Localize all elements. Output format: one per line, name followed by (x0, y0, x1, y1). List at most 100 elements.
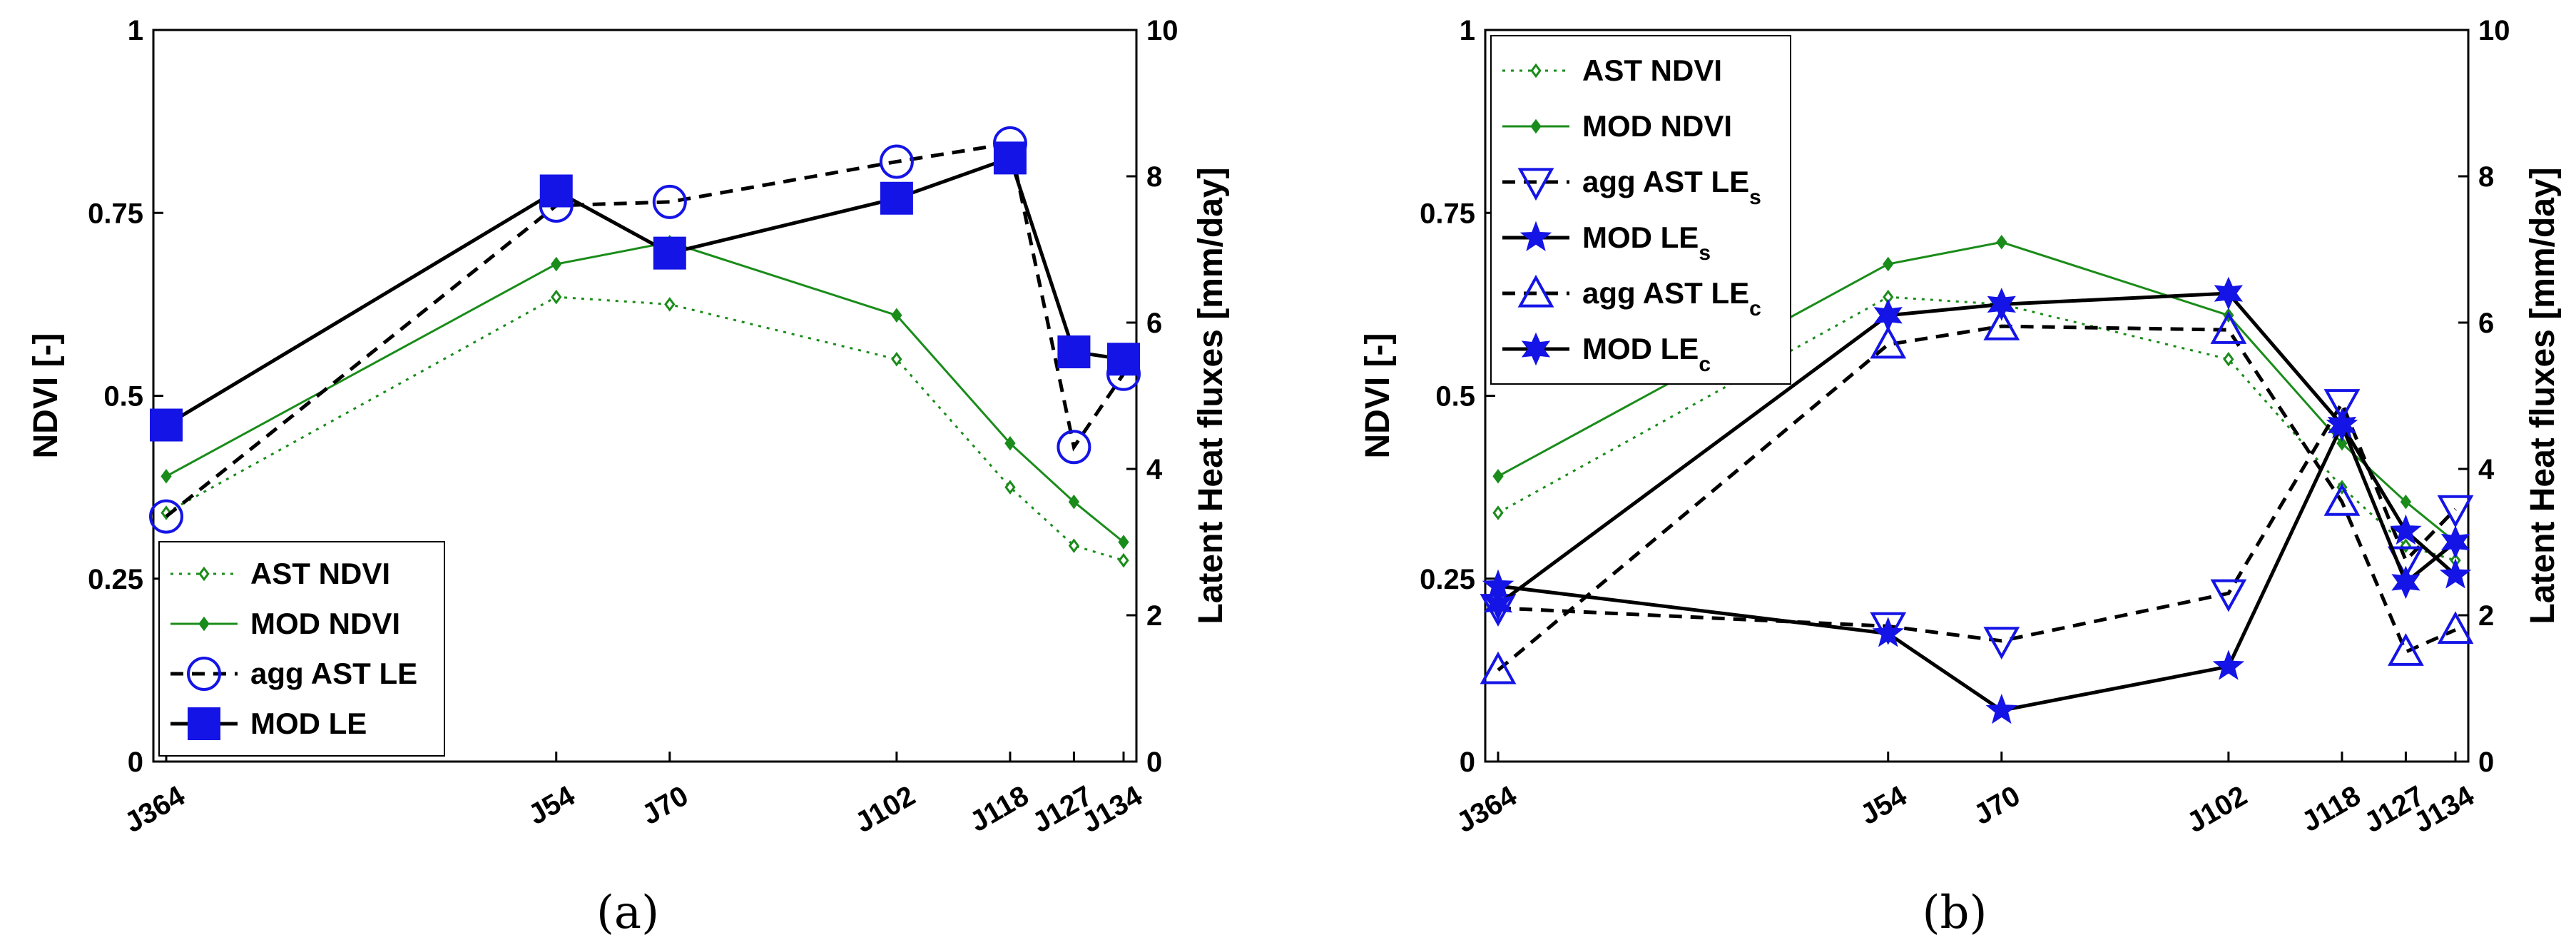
legend-marker (1517, 168, 1554, 201)
legend-label: MOD LEs (1582, 221, 1711, 265)
y-axis-label-left: NDVI [-] (27, 333, 65, 459)
data-point (1483, 587, 1513, 621)
legend-marker (198, 616, 210, 632)
legend-marker (1521, 332, 1551, 366)
legend-marker (1530, 63, 1542, 79)
data-point (2437, 611, 2474, 645)
data-point (1068, 538, 1080, 553)
data-point (2437, 495, 2474, 528)
legend-label: MOD NDVI (1582, 109, 1732, 143)
y-tick-label-left: 0 (128, 747, 143, 778)
data-point (2214, 276, 2243, 310)
data-point (993, 141, 1027, 175)
panel-caption: (b) (1923, 886, 1987, 939)
data-point (2439, 558, 2472, 589)
data-point (2323, 389, 2361, 422)
data-point (2388, 633, 2424, 666)
series-3 (150, 141, 1140, 442)
data-point (891, 352, 902, 367)
data-point (1057, 335, 1091, 368)
legend-marker (1519, 221, 1552, 251)
data-point (891, 308, 902, 323)
y-tick-label-right: 6 (1146, 308, 1162, 339)
data-point (1480, 651, 1517, 684)
legend-box (1490, 35, 1791, 385)
data-point (1057, 430, 1091, 465)
data-point (1068, 494, 1080, 510)
data-point (1883, 256, 1894, 272)
data-point (1996, 235, 2007, 250)
series-5 (1483, 276, 2470, 621)
data-point (1118, 535, 1129, 550)
data-point (2400, 494, 2412, 510)
y-tick-label-left: 0.25 (88, 564, 143, 595)
y-axis-label-left: NDVI [-] (1359, 333, 1397, 459)
legend-label: agg AST LE (250, 657, 417, 690)
legend-label: AST NDVI (250, 557, 390, 590)
x-tick-label: J54 (523, 779, 580, 831)
legend-marker (198, 566, 210, 582)
legend-label: agg AST LEs (1582, 165, 1761, 209)
y-tick-label-right: 8 (2478, 161, 2494, 193)
data-point (1492, 469, 1504, 484)
data-point (2327, 408, 2357, 442)
x-tick-label: J54 (1855, 779, 1912, 831)
legend: AST NDVI MOD NDVI agg AST LEs MOD LEs agg AS… (1490, 35, 1791, 385)
y-tick-label-left: 0.75 (88, 198, 143, 229)
y-tick-label-left: 0.5 (103, 381, 143, 413)
y-tick-label-right: 4 (2478, 454, 2495, 485)
data-point (149, 499, 183, 534)
x-tick-label: J70 (1968, 780, 2025, 831)
data-point (1983, 627, 2020, 660)
data-point (1004, 435, 1016, 451)
y-tick-label-right: 2 (2478, 600, 2494, 632)
legend-label: agg AST LEc (1582, 276, 1761, 320)
data-point (1004, 480, 1016, 495)
legend-label: AST NDVI (1582, 54, 1722, 87)
data-point (551, 289, 562, 305)
y-tick-label-left: 0 (1460, 747, 1475, 778)
legend-marker (188, 707, 220, 740)
data-point (1983, 308, 2020, 340)
data-point (2210, 311, 2247, 344)
data-point (1118, 552, 1129, 568)
x-tick-label: J364 (1451, 779, 1522, 839)
y-tick-label-right: 6 (2478, 308, 2494, 339)
x-tick-label: J118 (2296, 780, 2366, 838)
y-tick-label-right: 0 (2478, 747, 2494, 778)
legend: AST NDVI MOD NDVI agg AST LE MOD LE (158, 541, 445, 757)
x-tick-label: J102 (850, 780, 920, 839)
data-point (150, 408, 183, 442)
data-point (551, 256, 562, 272)
y-tick-label-right: 4 (1146, 454, 1163, 485)
y-tick-label-left: 1 (128, 15, 143, 46)
data-point (1107, 343, 1140, 376)
x-tick-label: J118 (964, 780, 1034, 838)
y-tick-label-left: 0.25 (1420, 564, 1475, 595)
data-point (2391, 565, 2420, 600)
data-point (2323, 483, 2361, 516)
y-tick-label-right: 8 (1146, 161, 1162, 193)
data-point (880, 181, 913, 215)
data-point (2336, 435, 2348, 451)
data-point (879, 144, 914, 179)
y-axis-label-right: Latent Heat fluxes [mm/day] (2524, 167, 2562, 624)
data-point (539, 174, 573, 208)
legend-marker (187, 657, 221, 691)
data-point (1870, 612, 1907, 645)
data-point (1873, 298, 1903, 333)
panel-caption: (a) (596, 886, 659, 939)
x-tick-label: J134 (1076, 779, 1148, 839)
data-point (664, 297, 676, 312)
y-tick-label-left: 0.5 (1435, 381, 1475, 413)
y-tick-label-left: 0.75 (1420, 198, 1475, 229)
x-tick-label: J70 (636, 780, 693, 831)
data-point (652, 184, 687, 219)
legend-label: MOD LE (250, 707, 367, 740)
y-tick-label-right: 10 (1146, 15, 1178, 46)
data-point (2212, 650, 2245, 680)
series-0 (161, 289, 1129, 568)
legend-label: MOD LEc (1582, 332, 1711, 376)
